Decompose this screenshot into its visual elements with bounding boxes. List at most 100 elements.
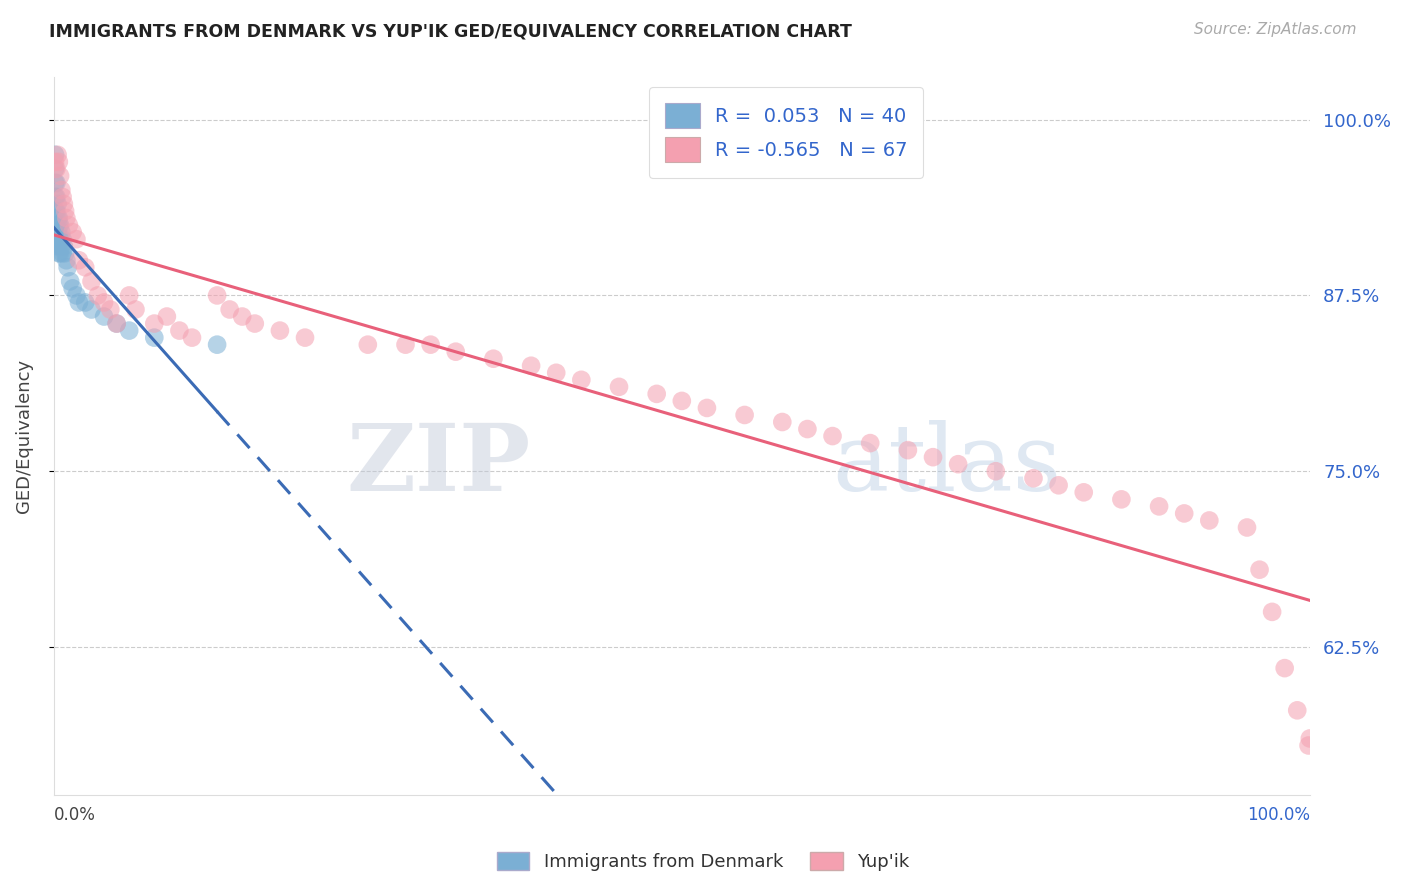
Point <box>124 302 146 317</box>
Text: 0.0%: 0.0% <box>53 806 96 824</box>
Point <box>520 359 543 373</box>
Point <box>75 260 97 275</box>
Point <box>1073 485 1095 500</box>
Point <box>44 190 66 204</box>
Point <box>52 197 75 211</box>
Point <box>44 148 66 162</box>
Point <box>51 183 73 197</box>
Point <box>1298 739 1320 753</box>
Point <box>45 218 67 232</box>
Point <box>49 218 72 232</box>
Text: IMMIGRANTS FROM DENMARK VS YUP'IK GED/EQUIVALENCY CORRELATION CHART: IMMIGRANTS FROM DENMARK VS YUP'IK GED/EQ… <box>49 22 852 40</box>
Point <box>569 373 592 387</box>
Point <box>205 337 228 351</box>
Point <box>46 197 69 211</box>
Point <box>52 246 75 260</box>
Point <box>46 239 69 253</box>
Point <box>59 274 82 288</box>
Point <box>1147 500 1170 514</box>
Point <box>821 429 844 443</box>
Point <box>696 401 718 415</box>
Point <box>1249 563 1271 577</box>
Legend: R =  0.053   N = 40, R = -0.565   N = 67: R = 0.053 N = 40, R = -0.565 N = 67 <box>650 87 924 178</box>
Point <box>205 288 228 302</box>
Point <box>48 211 70 225</box>
Point <box>1274 661 1296 675</box>
Point <box>607 380 630 394</box>
Y-axis label: GED/Equivalency: GED/Equivalency <box>15 359 32 513</box>
Point <box>45 190 67 204</box>
Point <box>44 154 66 169</box>
Point <box>80 274 103 288</box>
Point <box>67 295 90 310</box>
Point <box>394 337 416 351</box>
Point <box>45 232 67 246</box>
Point <box>80 302 103 317</box>
Point <box>444 344 467 359</box>
Point <box>671 393 693 408</box>
Point <box>169 324 191 338</box>
Point <box>65 288 87 302</box>
Point <box>984 464 1007 478</box>
Point <box>1299 731 1322 746</box>
Legend: Immigrants from Denmark, Yup'ik: Immigrants from Denmark, Yup'ik <box>489 845 917 879</box>
Text: ZIP: ZIP <box>347 420 531 509</box>
Point <box>75 295 97 310</box>
Point <box>49 246 72 260</box>
Point <box>118 288 141 302</box>
Point <box>1173 507 1195 521</box>
Point <box>105 317 128 331</box>
Point <box>143 331 166 345</box>
Point <box>645 387 668 401</box>
Point <box>48 154 70 169</box>
Point <box>67 253 90 268</box>
Point <box>294 331 316 345</box>
Point <box>98 302 121 317</box>
Point <box>52 232 75 246</box>
Point <box>48 232 70 246</box>
Point <box>1047 478 1070 492</box>
Point <box>55 253 77 268</box>
Point <box>734 408 756 422</box>
Point <box>87 288 110 302</box>
Point <box>796 422 818 436</box>
Point <box>53 246 76 260</box>
Point <box>1111 492 1133 507</box>
Point <box>897 443 920 458</box>
Text: atlas: atlas <box>832 420 1062 509</box>
Point <box>44 176 66 190</box>
Point <box>357 337 380 351</box>
Point <box>859 436 882 450</box>
Point <box>93 310 115 324</box>
Point <box>218 302 240 317</box>
Point <box>269 324 291 338</box>
Point <box>770 415 793 429</box>
Point <box>1022 471 1045 485</box>
Point <box>48 218 70 232</box>
Point <box>62 281 84 295</box>
Text: 100.0%: 100.0% <box>1247 806 1310 824</box>
Point <box>45 161 67 176</box>
Point <box>231 310 253 324</box>
Point <box>118 324 141 338</box>
Point <box>55 211 77 225</box>
Point <box>53 204 76 219</box>
Point <box>46 148 69 162</box>
Point <box>51 239 73 253</box>
Point <box>51 225 73 239</box>
Point <box>46 211 69 225</box>
Point <box>62 225 84 239</box>
Point <box>946 457 969 471</box>
Point <box>1198 513 1220 527</box>
Point <box>922 450 945 465</box>
Point <box>46 225 69 239</box>
Point <box>243 317 266 331</box>
Point <box>44 204 66 219</box>
Point <box>45 204 67 219</box>
Point <box>65 232 87 246</box>
Point <box>1236 520 1258 534</box>
Point <box>52 239 75 253</box>
Point <box>105 317 128 331</box>
Point <box>93 295 115 310</box>
Point <box>49 169 72 183</box>
